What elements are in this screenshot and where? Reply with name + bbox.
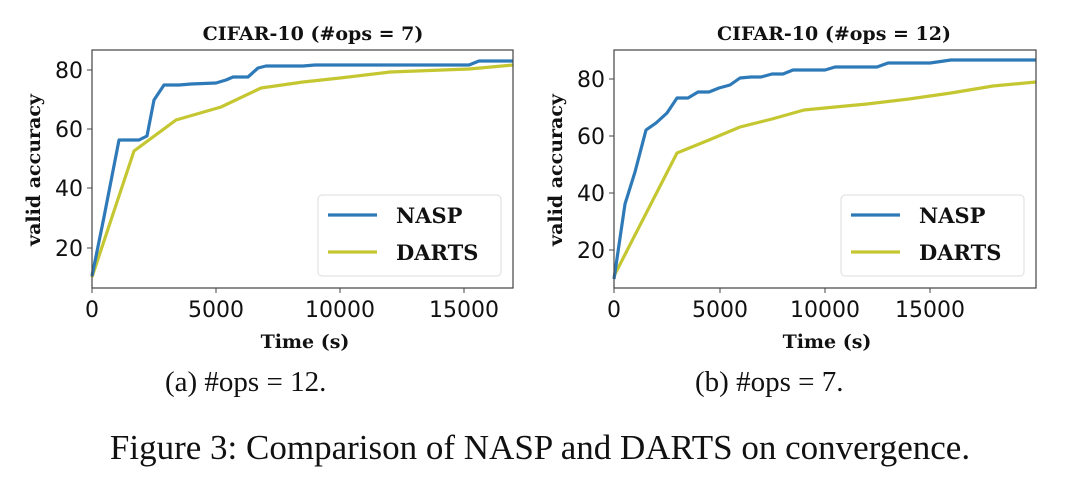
y-axis-label: valid accuracy [23, 93, 45, 247]
legend-darts-label: DARTS [396, 240, 478, 265]
legend: NASP DARTS [840, 194, 1025, 277]
y-tick-label: 20 [55, 237, 83, 262]
x-tick-label: 5000 [692, 298, 748, 323]
x-tick-label: 5000 [188, 298, 244, 323]
chart-panel-b: CIFAR-10 (#ops = 12) 0 5000 10000 15000 … [540, 0, 1080, 360]
nasp-line [612, 58, 1036, 280]
x-tick-label: 0 [85, 298, 99, 323]
darts-line [90, 63, 514, 278]
subcaption-b: (b) #ops = 7. [695, 366, 844, 398]
x-tick-label: 10000 [790, 298, 860, 323]
axes-frame [91, 49, 514, 289]
legend: NASP DARTS [317, 194, 502, 277]
figure-caption: Figure 3: Comparison of NASP and DARTS o… [109, 428, 971, 467]
chart-panel-a: CIFAR-10 (#ops = 7) 0 5000 10000 15000 2… [0, 0, 540, 360]
y-tick-label: 80 [577, 68, 605, 93]
nasp-line [90, 59, 513, 277]
x-axis-label: Time (s) [783, 331, 872, 353]
y-tick-label: 60 [55, 118, 83, 143]
y-ticks [609, 78, 614, 251]
legend-nasp-label: NASP [919, 203, 986, 228]
x-tick-label: 15000 [895, 298, 965, 323]
y-tick-label: 20 [577, 239, 605, 264]
y-axis-label: valid accuracy [545, 93, 567, 247]
plot-lines [90, 59, 514, 278]
x-ticks [91, 288, 465, 293]
x-tick-label: 15000 [429, 298, 499, 323]
y-tick-label: 60 [577, 125, 605, 150]
legend-nasp-label: NASP [396, 203, 463, 228]
darts-line [612, 80, 1037, 277]
chart-title: CIFAR-10 (#ops = 7) [203, 23, 424, 45]
y-tick-label: 40 [55, 177, 83, 202]
chart-title: CIFAR-10 (#ops = 12) [717, 23, 951, 45]
chart-svg-a: CIFAR-10 (#ops = 7) 0 5000 10000 15000 2… [23, 23, 514, 353]
y-ticks [87, 69, 92, 249]
x-ticks [613, 288, 931, 293]
y-tick-label: 40 [577, 182, 605, 207]
legend-darts-label: DARTS [919, 240, 1001, 265]
plot-lines [612, 58, 1037, 280]
x-tick-label: 0 [607, 298, 621, 323]
x-tick-label: 10000 [305, 298, 375, 323]
y-tick-label: 80 [55, 59, 83, 84]
x-axis-label: Time (s) [261, 331, 350, 353]
subcaption-a: (a) #ops = 12. [165, 366, 327, 398]
chart-svg-b: CIFAR-10 (#ops = 12) 0 5000 10000 15000 … [545, 23, 1037, 353]
